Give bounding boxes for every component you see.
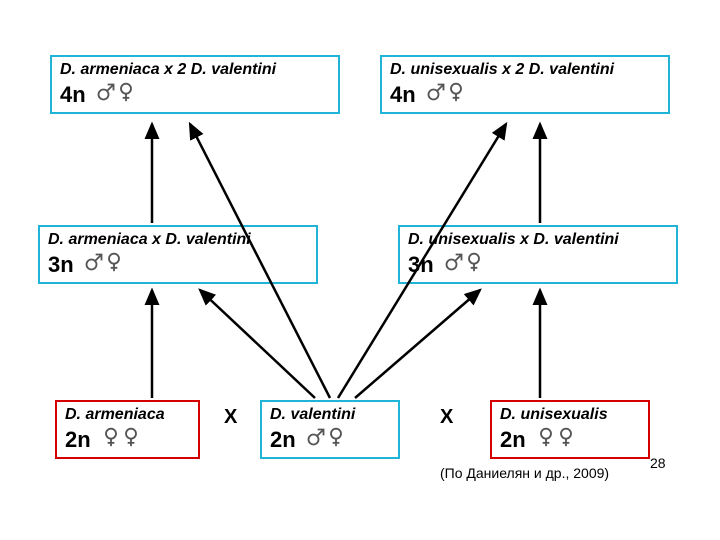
box-ploidy-row: 4n	[390, 81, 660, 108]
box-ploidy-row: 2n	[65, 426, 190, 453]
box-title: D. unisexualis x 2 D. valentini	[390, 61, 660, 79]
box-title: D. armeniaca	[65, 406, 190, 424]
ploidy-label: 4n	[390, 82, 416, 108]
cross-marker: X	[440, 406, 453, 429]
box-mid-right: D. unisexualis x D. valentini 3n	[398, 225, 678, 284]
box-top-right: D. unisexualis x 2 D. valentini 4n	[380, 55, 670, 114]
box-title: D. unisexualis	[500, 406, 640, 424]
sex-symbols	[444, 251, 484, 278]
box-mid-left: D. armeniaca x D. valentini 3n	[38, 225, 318, 284]
ploidy-label: 2n	[270, 427, 296, 453]
citation-text: (По Даниелян и др., 2009)	[440, 465, 609, 481]
box-title: D. armeniaca x D. valentini	[48, 231, 308, 249]
slide-number: 28	[650, 455, 666, 471]
box-ploidy-row: 2n	[270, 426, 390, 453]
sex-symbols	[84, 251, 124, 278]
box-bot-left: D. armeniaca 2n	[55, 400, 200, 459]
arrow-line	[200, 290, 315, 398]
box-ploidy-row: 2n	[500, 426, 640, 453]
ploidy-label: 2n	[65, 427, 91, 453]
box-bot-mid: D. valentini 2n	[260, 400, 400, 459]
ploidy-label: 4n	[60, 82, 86, 108]
sex-symbols	[536, 426, 576, 453]
box-ploidy-row: 4n	[60, 81, 330, 108]
sex-symbols	[306, 426, 346, 453]
ploidy-label: 3n	[48, 252, 74, 278]
box-title: D. valentini	[270, 406, 390, 424]
arrow-line	[355, 290, 480, 398]
ploidy-label: 3n	[408, 252, 434, 278]
box-ploidy-row: 3n	[408, 251, 668, 278]
box-title: D. unisexualis x D. valentini	[408, 231, 668, 249]
ploidy-label: 2n	[500, 427, 526, 453]
box-top-left: D. armeniaca x 2 D. valentini 4n	[50, 55, 340, 114]
box-bot-right: D. unisexualis 2n	[490, 400, 650, 459]
box-ploidy-row: 3n	[48, 251, 308, 278]
box-title: D. armeniaca x 2 D. valentini	[60, 61, 330, 79]
cross-marker: X	[224, 406, 237, 429]
sex-symbols	[426, 81, 466, 108]
sex-symbols	[96, 81, 136, 108]
sex-symbols	[101, 426, 141, 453]
